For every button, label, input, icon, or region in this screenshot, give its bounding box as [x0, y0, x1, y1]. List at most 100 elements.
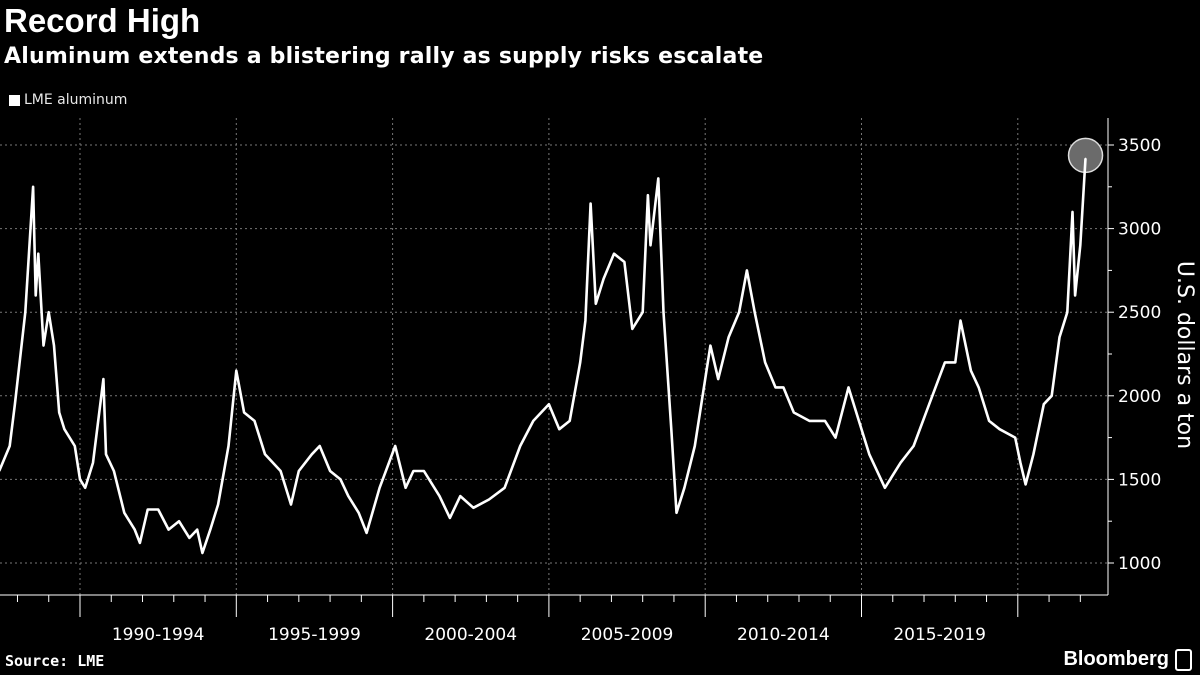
data-point: [133, 528, 136, 531]
y-tick-label: 3000: [1118, 220, 1161, 240]
data-point: [209, 528, 212, 531]
data-point: [868, 453, 871, 456]
data-point: [394, 445, 397, 447]
data-point: [113, 470, 115, 472]
data-point: [1074, 294, 1076, 297]
data-point: [1024, 483, 1027, 486]
data-point: [167, 528, 170, 531]
chart-title: Record High: [4, 2, 201, 39]
series-lme-aluminum: [0, 137, 1104, 555]
data-point: [988, 420, 990, 422]
data-point: [944, 361, 946, 364]
data-point: [631, 328, 634, 330]
data-point: [1043, 403, 1045, 405]
bloomberg-terminal-icon: [1175, 648, 1192, 671]
y-tick-label: 3500: [1118, 136, 1161, 156]
data-point: [73, 445, 76, 447]
series-line: [0, 158, 1087, 555]
data-point: [519, 445, 522, 447]
data-point: [290, 503, 292, 506]
data-point: [423, 470, 425, 472]
data-point: [412, 470, 415, 472]
data-point: [105, 453, 107, 456]
data-point: [1014, 436, 1016, 439]
data-point: [824, 420, 826, 422]
data-point: [235, 369, 238, 372]
data-point: [53, 344, 55, 347]
data-point: [959, 319, 962, 322]
data-point: [438, 495, 441, 497]
data-point: [657, 177, 660, 180]
data-point: [970, 369, 972, 372]
data-point: [365, 532, 368, 534]
data-point: [1084, 157, 1087, 160]
data-point: [584, 319, 587, 322]
data-point: [834, 436, 837, 439]
data-point: [37, 252, 40, 255]
data-point: [613, 252, 615, 255]
data-point: [675, 512, 678, 514]
data-point: [532, 420, 535, 422]
data-point: [58, 411, 60, 414]
data-point: [738, 311, 740, 314]
data-point: [14, 403, 16, 405]
legend-label: LME aluminum: [24, 92, 128, 108]
y-axis-title: U.S. dollars a ton: [1172, 261, 1197, 449]
data-point: [217, 503, 219, 506]
data-point: [899, 461, 902, 464]
data-point: [227, 445, 230, 447]
y-tick-label: 1500: [1118, 470, 1161, 490]
data-point: [84, 486, 87, 489]
data-point: [774, 386, 777, 389]
data-point: [123, 512, 126, 514]
data-point: [404, 486, 407, 489]
data-point: [357, 512, 360, 514]
x-category-label: 1990-1994: [112, 625, 205, 645]
x-category-label: 2005-2009: [581, 625, 674, 645]
data-point: [24, 311, 27, 314]
data-point: [279, 470, 282, 472]
data-point: [717, 378, 720, 380]
data-point: [47, 311, 50, 314]
data-point: [243, 411, 245, 414]
data-point: [488, 498, 490, 501]
legend-swatch: [9, 94, 20, 106]
x-category-label: 2000-2004: [424, 625, 517, 645]
data-point: [579, 361, 581, 364]
data-point: [42, 344, 45, 347]
data-point: [329, 470, 331, 472]
data-point: [1071, 211, 1074, 213]
chart-subtitle: Aluminum extends a blistering rally as s…: [4, 44, 764, 69]
data-point: [594, 303, 597, 305]
data-point: [1032, 453, 1035, 456]
data-point: [782, 386, 785, 389]
data-point: [647, 194, 649, 196]
data-point: [157, 508, 159, 511]
data-point: [641, 311, 644, 314]
data-point: [339, 478, 342, 481]
data-point: [347, 495, 350, 497]
data-point: [79, 478, 81, 481]
data-point: [139, 542, 141, 544]
data-point: [34, 294, 37, 297]
data-point: [792, 411, 795, 414]
data-point: [998, 428, 1001, 431]
data-point: [753, 311, 756, 314]
data-point: [808, 420, 811, 422]
data-point: [704, 378, 706, 380]
data-point: [683, 486, 686, 489]
data-point: [912, 445, 915, 447]
data-point: [1058, 336, 1061, 339]
data-point: [928, 403, 931, 405]
data-point: [548, 403, 550, 405]
data-point: [847, 386, 850, 389]
data-point: [1019, 461, 1022, 464]
brand-name: Bloomberg: [1063, 648, 1169, 670]
data-point: [449, 517, 451, 519]
data-point: [298, 470, 300, 472]
data-point: [662, 311, 665, 314]
data-point: [378, 486, 381, 489]
data-point: [201, 552, 204, 554]
data-point: [188, 537, 191, 539]
